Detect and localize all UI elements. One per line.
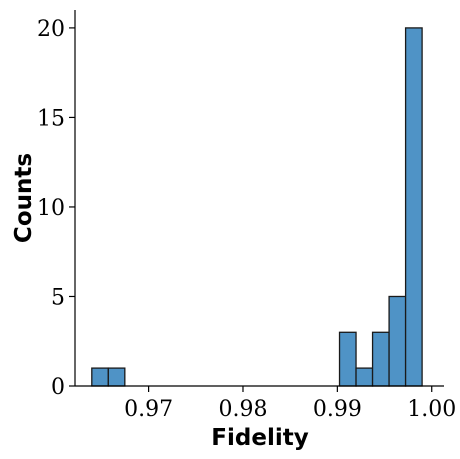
x-tick-label: 0.97 bbox=[124, 397, 173, 422]
bars-group bbox=[91, 27, 423, 387]
y-tick-label: 0 bbox=[51, 375, 65, 400]
x-tick-label: 0.99 bbox=[313, 397, 362, 422]
y-axis-title: Counts bbox=[11, 153, 37, 243]
x-axis-title: Fidelity bbox=[211, 425, 308, 451]
histogram-bar bbox=[388, 295, 407, 387]
histogram-bar bbox=[355, 367, 374, 387]
x-tick-label: 0.98 bbox=[218, 397, 267, 422]
y-tick-label: 5 bbox=[51, 285, 65, 310]
y-tick-label: 20 bbox=[37, 17, 65, 42]
x-ticks-group: 0.97 0.98 0.99 1.00 bbox=[124, 386, 456, 422]
axes-group bbox=[74, 10, 444, 387]
histogram-bar bbox=[91, 367, 109, 387]
y-tick-label: 15 bbox=[37, 106, 65, 131]
histogram-bar bbox=[338, 331, 357, 387]
x-tick-label: 1.00 bbox=[407, 397, 456, 422]
histogram-bar bbox=[107, 367, 126, 387]
y-tick-label: 10 bbox=[37, 196, 65, 221]
histogram-bar bbox=[404, 27, 423, 387]
histogram-bar bbox=[371, 331, 390, 387]
y-ticks-group: 0 5 10 15 20 bbox=[37, 17, 75, 400]
